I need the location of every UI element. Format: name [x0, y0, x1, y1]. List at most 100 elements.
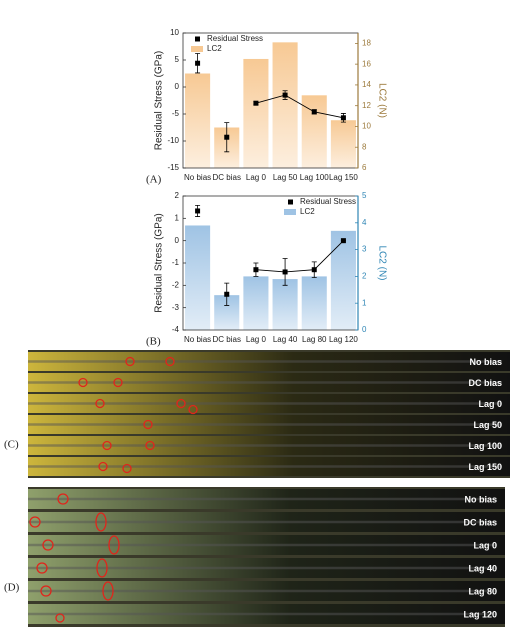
marker — [224, 134, 230, 140]
x-tick-label: Lag 80 — [302, 335, 327, 344]
y2-tick-label: 16 — [362, 59, 371, 68]
marker — [224, 291, 230, 297]
legend-label: LC2 — [207, 44, 222, 53]
y-tick-label: 5 — [175, 55, 180, 64]
x-tick-label: Lag 120 — [329, 335, 358, 344]
y-tick-label: 0 — [175, 236, 180, 245]
marker — [195, 60, 201, 66]
strip-label: DC bias — [463, 517, 497, 527]
failure-marker — [96, 558, 108, 578]
strip-label: Lag 40 — [468, 563, 497, 573]
panel-label: (B) — [146, 336, 161, 348]
y2-tick-label: 0 — [362, 325, 367, 334]
legend-swatch — [191, 46, 203, 52]
y-tick-label: 0 — [175, 82, 180, 91]
failure-marker — [98, 461, 108, 472]
failure-marker — [95, 512, 107, 532]
line — [255, 94, 344, 119]
strip-label: Lag 0 — [473, 540, 497, 550]
failure-marker — [108, 535, 120, 555]
marker — [311, 109, 317, 115]
bar — [330, 120, 356, 168]
x-tick-label: Lag 40 — [273, 335, 298, 344]
strip-label: Lag 100 — [468, 441, 502, 451]
y2-tick-label: 2 — [362, 272, 367, 281]
y-tick-label: -3 — [172, 303, 180, 312]
bar — [185, 73, 211, 168]
strip-label: Lag 80 — [468, 586, 497, 596]
x-tick-label: Lag 50 — [273, 173, 298, 182]
marker — [311, 267, 317, 273]
legend-label: Residual Stress — [300, 197, 356, 206]
y-axis-label: Residual Stress (GPa) — [154, 213, 165, 312]
y2-axis-label: LC2 (N) — [376, 245, 387, 280]
strip-label: Lag 50 — [473, 420, 502, 430]
failure-marker — [113, 377, 123, 388]
failure-marker — [102, 581, 114, 601]
failure-marker — [176, 398, 186, 409]
failure-marker — [36, 562, 48, 574]
y2-tick-label: 8 — [362, 142, 367, 151]
y-tick-label: -2 — [172, 280, 180, 289]
failure-marker — [143, 419, 153, 430]
y2-tick-label: 5 — [362, 191, 367, 200]
strip-label: No bias — [469, 357, 502, 367]
failure-marker — [57, 493, 69, 505]
y2-axis-label: LC2 (N) — [376, 83, 387, 118]
failure-marker — [29, 516, 41, 528]
x-tick-label: Lag 0 — [246, 335, 267, 344]
bar — [243, 276, 269, 330]
y-tick-label: -5 — [172, 109, 180, 118]
legend-swatch — [284, 209, 296, 215]
bar — [301, 95, 327, 168]
bar — [272, 279, 298, 330]
failure-marker — [78, 377, 88, 388]
x-tick-label: Lag 100 — [300, 173, 329, 182]
strip-label: Lag 0 — [478, 399, 502, 409]
legend-swatch — [195, 36, 200, 42]
y-tick-label: 2 — [175, 191, 180, 200]
failure-marker — [40, 585, 52, 597]
marker — [340, 238, 346, 244]
x-tick-label: No bias — [184, 173, 211, 182]
y2-tick-label: 3 — [362, 245, 367, 254]
y-axis-label: Residual Stress (GPa) — [154, 51, 165, 150]
y2-tick-label: 4 — [362, 218, 367, 227]
photo-background — [28, 487, 505, 627]
y2-tick-label: 10 — [362, 122, 371, 131]
strip-label: Lag 150 — [468, 462, 502, 472]
marker — [253, 267, 259, 273]
x-tick-label: Lag 0 — [246, 173, 267, 182]
legend-swatch — [288, 199, 293, 205]
y2-tick-label: 18 — [362, 38, 371, 47]
x-tick-label: DC bias — [213, 335, 241, 344]
y2-tick-label: 14 — [362, 80, 371, 89]
failure-marker — [165, 356, 175, 367]
y2-tick-label: 6 — [362, 163, 367, 172]
failure-marker — [42, 539, 54, 551]
legend-label: LC2 — [300, 207, 315, 216]
failure-marker — [188, 404, 198, 415]
y2-tick-label: 1 — [362, 298, 367, 307]
failure-marker — [122, 463, 132, 474]
marker — [340, 115, 346, 121]
marker — [195, 208, 201, 214]
bar — [243, 58, 269, 168]
bar — [185, 225, 211, 330]
x-tick-label: DC bias — [213, 173, 241, 182]
panel-label: (A) — [146, 174, 162, 186]
failure-marker — [102, 440, 112, 451]
panel-label: (C) — [4, 439, 19, 451]
failure-marker — [125, 356, 135, 367]
y-tick-label: -10 — [167, 136, 179, 145]
marker — [282, 269, 288, 275]
x-tick-label: Lag 150 — [329, 173, 358, 182]
line — [255, 240, 344, 273]
strip-label: DC bias — [468, 378, 502, 388]
y-tick-label: -4 — [172, 325, 180, 334]
failure-marker — [145, 440, 155, 451]
failure-marker — [95, 398, 105, 409]
x-tick-label: No bias — [184, 335, 211, 344]
marker — [253, 100, 259, 106]
strip-label: No bias — [464, 494, 497, 504]
